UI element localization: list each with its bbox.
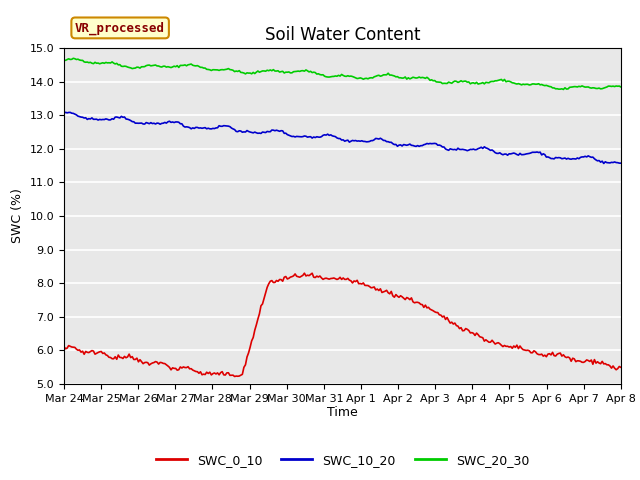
Legend: SWC_0_10, SWC_10_20, SWC_20_30: SWC_0_10, SWC_10_20, SWC_20_30 [150, 449, 534, 472]
X-axis label: Time: Time [327, 407, 358, 420]
Y-axis label: SWC (%): SWC (%) [11, 189, 24, 243]
Text: VR_processed: VR_processed [75, 21, 165, 35]
Title: Soil Water Content: Soil Water Content [265, 25, 420, 44]
